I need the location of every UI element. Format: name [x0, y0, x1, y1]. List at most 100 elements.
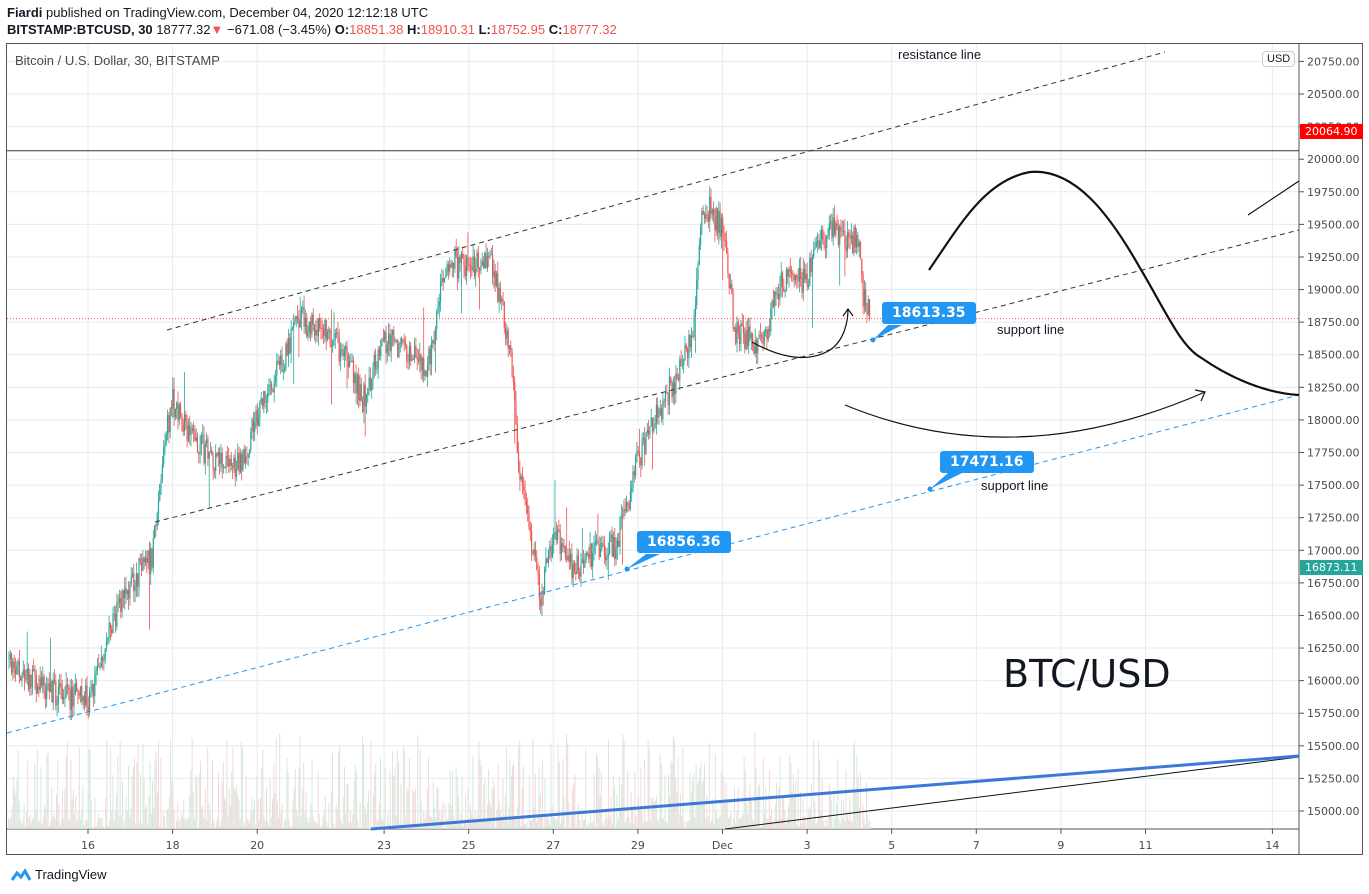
- currency-button[interactable]: USD: [1262, 51, 1296, 67]
- volume-bar: [207, 747, 209, 829]
- arrowhead-icon: [842, 307, 854, 317]
- volume-bar: [528, 775, 530, 829]
- candle-down: [793, 275, 795, 281]
- candle-down: [404, 342, 407, 346]
- candle-up: [202, 435, 204, 437]
- price-callout[interactable]: 16856.36: [637, 531, 731, 553]
- volume-bar: [502, 778, 504, 829]
- volume-bar: [287, 772, 289, 829]
- candle-up: [684, 344, 686, 361]
- volume-bar: [81, 809, 83, 829]
- candle-down: [464, 266, 466, 277]
- trendline-blue[interactable]: [370, 754, 1300, 831]
- candle-down: [732, 292, 734, 329]
- volume-bar: [570, 815, 572, 829]
- price-callout[interactable]: 17471.16: [940, 451, 1034, 473]
- volume-bar: [572, 789, 573, 829]
- projection-line[interactable]: [1247, 180, 1300, 216]
- candle-up: [8, 658, 10, 660]
- candle-up: [273, 382, 275, 393]
- volume-bar: [140, 773, 141, 829]
- volume-bar: [438, 810, 440, 829]
- candle-up: [63, 697, 65, 700]
- volume-bar: [310, 803, 312, 829]
- candle-down: [865, 289, 867, 311]
- chart-frame: [6, 43, 1363, 855]
- volume-bar: [632, 809, 633, 829]
- projection-curve[interactable]: [928, 170, 1300, 397]
- volume-bar: [626, 818, 627, 829]
- candle-down: [272, 390, 274, 393]
- volume-bar: [850, 819, 852, 829]
- publish-info: Fiardi published on TradingView.com, Dec…: [7, 5, 428, 20]
- candle-up: [411, 358, 413, 361]
- trendline-black[interactable]: [724, 756, 1300, 830]
- candle-up: [771, 300, 773, 309]
- candle-down: [741, 323, 743, 327]
- support-trendline[interactable]: [154, 229, 1300, 523]
- volume-bar: [474, 809, 476, 829]
- candle-up: [632, 471, 634, 488]
- volume-bar: [40, 766, 42, 829]
- volume-bar: [135, 823, 137, 829]
- volume-bar: [465, 795, 467, 829]
- volume-bar: [858, 808, 860, 829]
- candle-down: [742, 326, 745, 334]
- volume-bar: [443, 828, 445, 829]
- candle-up: [446, 264, 448, 275]
- volume-bar: [644, 759, 645, 829]
- volume-bar: [608, 739, 609, 829]
- volume-bar: [341, 823, 343, 829]
- candle-up: [308, 321, 310, 333]
- volume-bar: [254, 799, 255, 829]
- candle-up: [560, 543, 563, 554]
- candle-down: [33, 669, 35, 672]
- candle-down: [605, 555, 607, 561]
- candle-down: [761, 335, 763, 338]
- volume-bar: [479, 759, 481, 829]
- volume-bar: [18, 800, 20, 829]
- volume-bar: [624, 822, 626, 829]
- candle-down: [749, 326, 751, 339]
- y-tick-label: 16750.00: [1307, 577, 1360, 590]
- volume-bar: [260, 798, 261, 829]
- volume-bar: [170, 740, 171, 829]
- candle-up: [593, 544, 595, 553]
- candle-up: [293, 322, 295, 328]
- candle-down: [125, 587, 127, 595]
- volume-bar: [131, 774, 133, 829]
- candle-up: [169, 407, 171, 433]
- tradingview-logo[interactable]: TradingView: [10, 867, 107, 882]
- candle-down: [261, 398, 264, 407]
- candle-up: [832, 217, 834, 238]
- volume-bar: [580, 828, 582, 829]
- volume-bar: [718, 817, 720, 829]
- volume-bar: [222, 762, 224, 829]
- resistance-trendline[interactable]: [166, 51, 1166, 331]
- candle-up: [835, 223, 837, 235]
- candle-down: [410, 346, 412, 361]
- candle-down: [614, 537, 616, 560]
- volume-bar: [809, 806, 811, 829]
- candle-down: [661, 408, 663, 420]
- volume-bar: [159, 825, 161, 829]
- volume-bar: [830, 792, 831, 829]
- candle-down: [453, 262, 455, 269]
- volume-bar: [326, 821, 327, 829]
- volume-bar: [352, 814, 354, 829]
- small-arc-arrow[interactable]: [751, 308, 849, 359]
- x-tick-label: 16: [81, 839, 95, 852]
- candle-down: [558, 529, 560, 531]
- candle-up: [152, 538, 154, 568]
- volume-bar: [364, 806, 366, 829]
- support-trendline-blue[interactable]: [6, 394, 1300, 734]
- candle-down: [488, 256, 490, 258]
- price-callout[interactable]: 18613.35: [882, 302, 976, 324]
- candle-down: [320, 327, 322, 329]
- volume-bar: [340, 818, 342, 829]
- volume-bar: [690, 792, 692, 829]
- arc-arrow[interactable]: [844, 391, 1206, 438]
- volume-bar: [680, 793, 681, 829]
- candle-up: [421, 358, 423, 371]
